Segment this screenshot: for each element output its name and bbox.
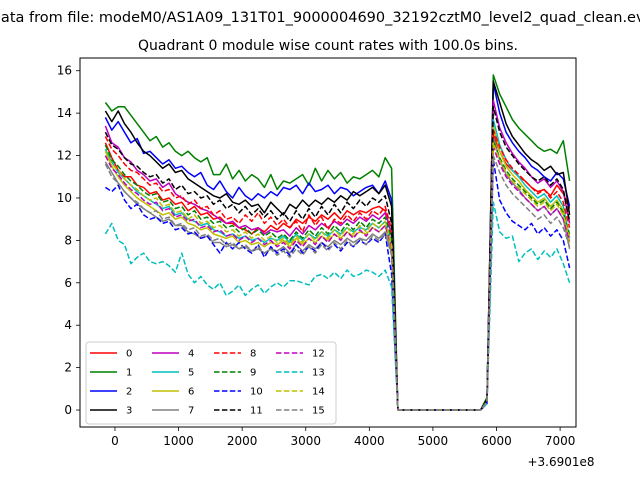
x-tick-label: 2000: [227, 434, 258, 448]
series-10-line: [104, 159, 571, 411]
legend-label-1: 1: [126, 368, 132, 379]
chart-suptitle: Data from file: modeM0/AS1A09_131T01_900…: [0, 10, 640, 26]
x-tick-label: 1000: [163, 434, 194, 448]
legend-label-6: 6: [188, 387, 194, 398]
legend-label-5: 5: [188, 368, 194, 379]
y-tick-label: 12: [57, 149, 72, 163]
y-tick-label: 8: [64, 233, 72, 247]
x-tick-label: 4000: [354, 434, 385, 448]
y-tick-label: 4: [64, 318, 72, 332]
legend-label-9: 9: [250, 368, 256, 379]
y-tick-label: 14: [57, 106, 72, 120]
plot-frame: [79, 57, 577, 428]
legend-label-14: 14: [312, 387, 325, 398]
y-tick-label: 2: [64, 361, 72, 375]
series-13-line: [104, 201, 571, 411]
y-tick-label: 6: [64, 276, 72, 290]
legend-label-4: 4: [188, 349, 194, 360]
legend-label-12: 12: [312, 349, 325, 360]
series-layer: [104, 74, 571, 411]
legend-label-7: 7: [188, 406, 194, 417]
x-tick-label: 6000: [481, 434, 512, 448]
legend-label-2: 2: [126, 387, 132, 398]
legend-label-0: 0: [126, 349, 132, 360]
y-tick-label: 10: [57, 191, 72, 205]
y-tick-label: 16: [57, 64, 72, 78]
x-offset-label: +3.6901e8: [527, 455, 594, 469]
x-tick-label: 5000: [418, 434, 449, 448]
legend-frame: [85, 341, 337, 425]
legend-label-3: 3: [126, 406, 132, 417]
chart-title: Quadrant 0 module wise count rates with …: [138, 38, 518, 54]
legend-label-13: 13: [312, 368, 325, 379]
x-tick-label: 0: [111, 434, 119, 448]
y-tick-label: 0: [64, 403, 72, 417]
x-tick-label: 3000: [290, 434, 321, 448]
x-tick-label: 7000: [545, 434, 576, 448]
legend-label-11: 11: [250, 406, 263, 417]
axis-layer: 0 1000 2000 3000 4000 5000 6000 700002468101214…: [57, 64, 576, 448]
legend-label-10: 10: [250, 387, 263, 398]
legend-label-8: 8: [250, 349, 256, 360]
legend-label-15: 15: [312, 406, 325, 417]
